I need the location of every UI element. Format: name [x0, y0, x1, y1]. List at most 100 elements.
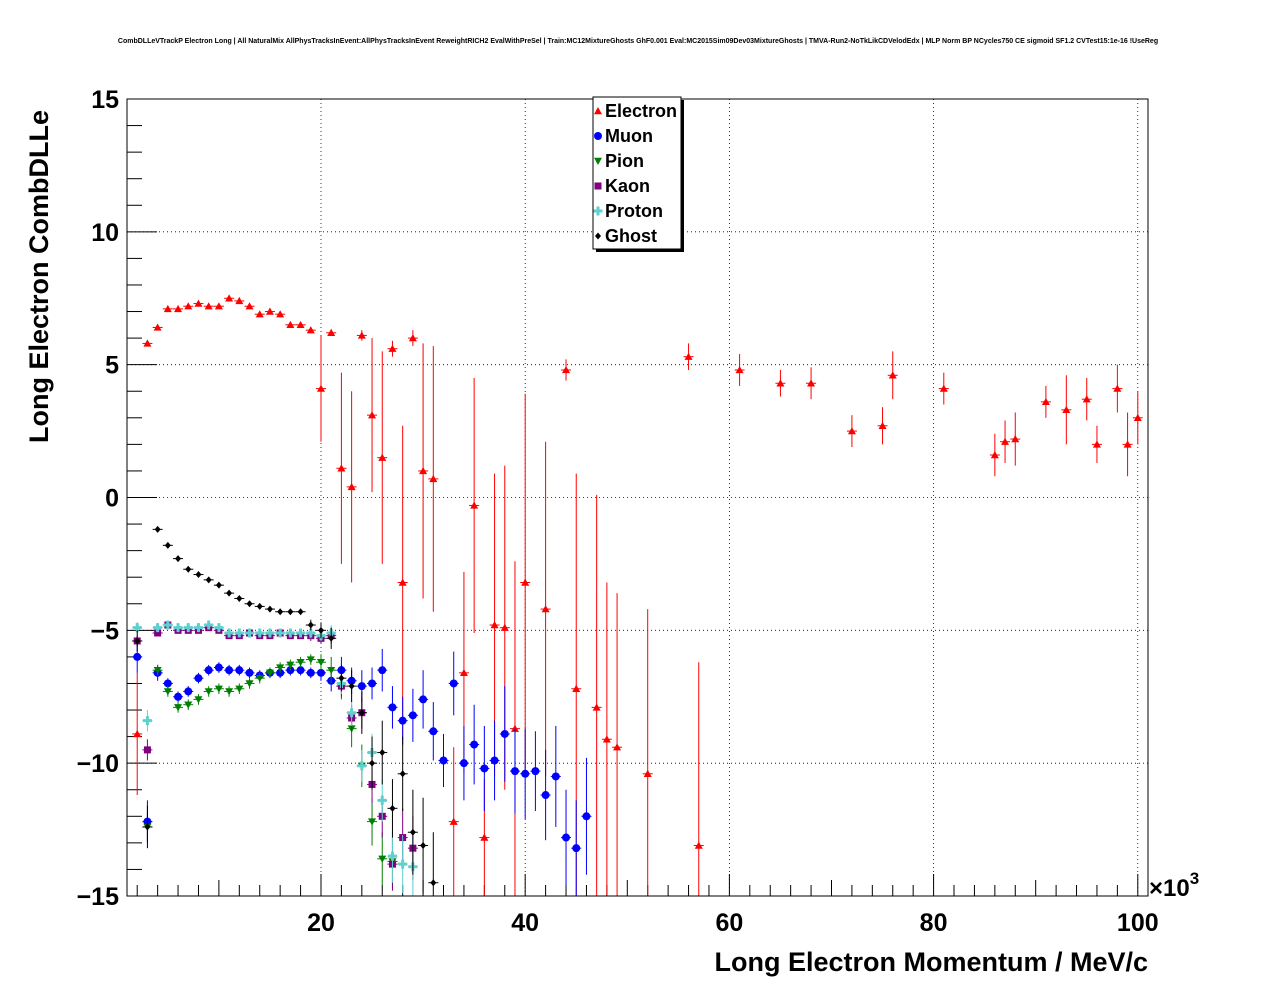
x-tick-label: 100: [1117, 909, 1159, 937]
data-point: [458, 725, 469, 801]
point-marker: [236, 594, 243, 602]
legend-entry-kaon: Kaon: [594, 176, 650, 196]
point-marker: [1011, 435, 1020, 443]
data-point: [285, 320, 296, 329]
data-point: [244, 678, 255, 689]
data-point: [1122, 412, 1133, 477]
data-point: [295, 608, 306, 616]
data-point: [683, 343, 694, 370]
data-point: [550, 725, 561, 827]
data-point: [326, 627, 337, 649]
point-marker: [296, 659, 305, 667]
data-point: [213, 581, 224, 589]
y-tick-label: −10: [77, 750, 119, 778]
data-point: [173, 555, 184, 563]
point-marker: [205, 576, 212, 584]
point-marker: [183, 623, 193, 633]
point-marker: [388, 703, 397, 712]
point-marker: [399, 770, 406, 778]
series-electron: [132, 294, 1143, 896]
legend-marker: [595, 232, 601, 240]
point-marker: [277, 608, 284, 616]
data-point: [397, 736, 408, 811]
point-marker: [388, 344, 397, 352]
data-point: [407, 330, 418, 347]
data-point: [693, 662, 704, 896]
point-marker: [347, 708, 357, 718]
data-point: [275, 628, 286, 638]
point-marker: [225, 294, 234, 302]
point-marker: [235, 666, 244, 675]
data-point: [305, 326, 316, 334]
point-marker: [398, 578, 407, 586]
point-marker: [265, 628, 275, 638]
data-point: [152, 664, 163, 676]
x-axis-exponent-power: 3: [1190, 869, 1199, 888]
point-marker: [541, 605, 550, 613]
y-tick-label: −5: [90, 617, 119, 645]
data-point: [367, 736, 378, 790]
point-marker: [429, 474, 438, 483]
point-marker: [694, 841, 703, 849]
point-marker: [327, 328, 336, 336]
point-marker: [163, 620, 173, 630]
data-point: [264, 605, 275, 613]
point-marker: [306, 668, 315, 677]
point-marker: [143, 746, 151, 754]
point-marker: [225, 688, 234, 696]
data-point: [938, 372, 949, 405]
point-marker: [265, 307, 274, 315]
data-point: [418, 343, 429, 599]
data-point: [734, 354, 745, 386]
data-point: [326, 328, 337, 336]
data-point: [193, 672, 204, 684]
data-point: [469, 704, 480, 785]
data-point: [183, 565, 194, 573]
point-marker: [419, 695, 428, 704]
data-point: [183, 699, 194, 711]
data-point: [448, 747, 459, 896]
point-marker: [847, 427, 856, 435]
point-marker: [389, 804, 396, 812]
point-marker: [255, 310, 264, 318]
data-point: [173, 304, 184, 313]
point-marker: [379, 749, 386, 757]
data-point: [775, 369, 786, 397]
series-ghost: [132, 525, 439, 896]
data-point: [234, 664, 245, 676]
point-marker: [521, 769, 530, 778]
data-point: [173, 623, 184, 633]
data-point: [1091, 425, 1102, 463]
point-marker: [420, 842, 427, 850]
point-marker: [398, 716, 407, 725]
data-point: [356, 330, 367, 341]
point-marker: [204, 688, 213, 696]
point-marker: [776, 379, 785, 387]
point-marker: [276, 664, 285, 672]
data-point: [387, 779, 398, 838]
point-marker: [551, 772, 560, 781]
point-marker: [173, 623, 183, 633]
data-point: [132, 672, 143, 796]
point-marker: [531, 767, 540, 776]
point-marker: [214, 302, 223, 310]
y-axis-label: Long Electron CombDLLe: [24, 110, 54, 443]
legend: Electron Muon Pion Kaon Proton Ghost: [592, 96, 684, 252]
y-tick-label: 5: [105, 352, 119, 380]
data-point: [254, 628, 265, 638]
point-marker: [214, 623, 224, 633]
x-axis-exponent-base: ×10: [1149, 875, 1190, 902]
data-point: [315, 335, 326, 442]
data-point: [520, 728, 531, 819]
data-point: [173, 702, 184, 713]
point-marker: [184, 701, 193, 709]
legend-entry-muon: Muon: [594, 126, 653, 146]
data-point: [224, 589, 235, 597]
point-marker: [684, 352, 693, 360]
point-marker: [193, 623, 203, 633]
data-point: [244, 600, 255, 608]
point-marker: [510, 724, 519, 732]
point-marker: [194, 674, 203, 683]
point-marker: [215, 581, 222, 589]
data-point: [367, 797, 378, 846]
